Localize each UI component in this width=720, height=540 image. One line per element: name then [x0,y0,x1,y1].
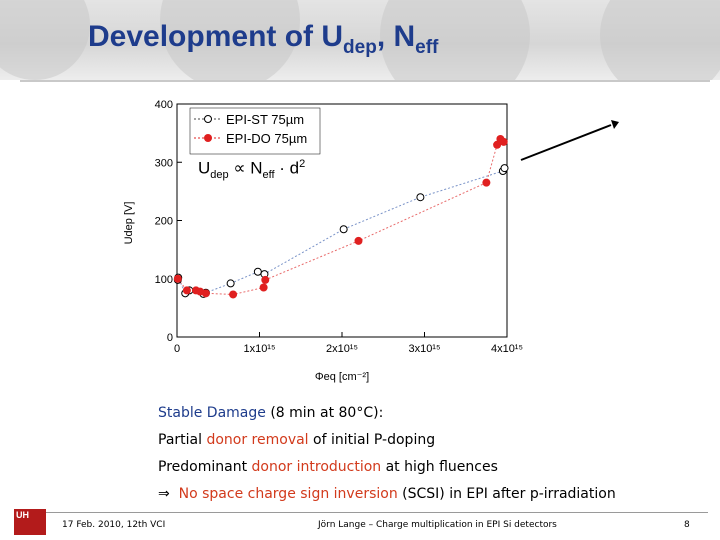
data-point-do [201,289,210,298]
y-tick-label: 300 [155,157,173,169]
data-point-do [173,274,182,283]
x-tick-label: 2x10¹⁵ [326,343,358,355]
proportionality-formula: Udep ∝ Neff · d2 [198,158,306,182]
legend-box [189,107,321,155]
legend-marker-do [204,134,212,142]
footer-rule [18,512,708,513]
data-point-do [482,178,491,187]
data-point-do [259,283,268,292]
x-tick-label: 1x10¹⁵ [243,343,275,355]
data-point-st [500,164,509,173]
header-band [0,0,720,80]
annotation-arrow [520,120,619,161]
legend: EPI-ST 75µm EPI-DO 75µm [189,107,321,155]
university-logo: UH [14,509,46,535]
y-tick-label: 200 [155,216,173,228]
x-axis-label: Φeq [cm⁻²] [315,371,369,383]
data-point-do [261,275,270,284]
y-tick-label: 400 [155,99,173,111]
legend-marker-st [204,115,212,123]
data-point-do [354,236,363,245]
legend-label-do: EPI-DO 75µm [226,131,307,146]
footer-author: Jörn Lange – Charge multiplication in EP… [318,520,557,530]
page-number: 8 [684,520,690,530]
data-point-do [182,286,191,295]
x-tick-label: 4x10¹⁵ [491,343,523,355]
x-tick-label: 3x10¹⁵ [408,343,440,355]
arrow-shaft [520,124,612,161]
page-title: Development of Udep, Neff [88,20,439,58]
wafer-decoration [380,0,530,80]
text-donor-introduction: Predominant donor introduction at high f… [158,459,498,475]
wafer-decoration [0,0,90,80]
y-tick-label: 0 [167,332,173,344]
legend-label-st: EPI-ST 75µm [226,112,304,127]
x-tick-label: 0 [174,343,180,355]
y-tick-label: 100 [155,274,173,286]
text-stable-damage: Stable Damage (8 min at 80°C): [158,405,384,421]
header-rule [20,80,710,82]
text-donor-removal: Partial donor removal of initial P-dopin… [158,432,436,448]
text-no-scsi: ⇒ No space charge sign inversion (SCSI) … [158,486,616,502]
arrow-head [611,120,619,129]
data-point-st [339,225,348,234]
udep-chart: 0 100 200 300 400 0 1x10¹⁵ 2x10¹⁵ 3x10¹⁵ 4x10¹⁵ E… [123,99,523,383]
data-point-do [493,140,502,149]
wafer-decoration [160,0,300,80]
y-axis-label: Udep [V] [123,202,135,245]
data-point-st [226,279,235,288]
wafer-decoration [600,0,720,80]
data-point-do [229,290,238,299]
data-point-st [253,267,262,276]
footer-date: 17 Feb. 2010, 12th VCI [62,520,166,530]
data-point-st [416,193,425,202]
data-point-do [499,137,508,146]
